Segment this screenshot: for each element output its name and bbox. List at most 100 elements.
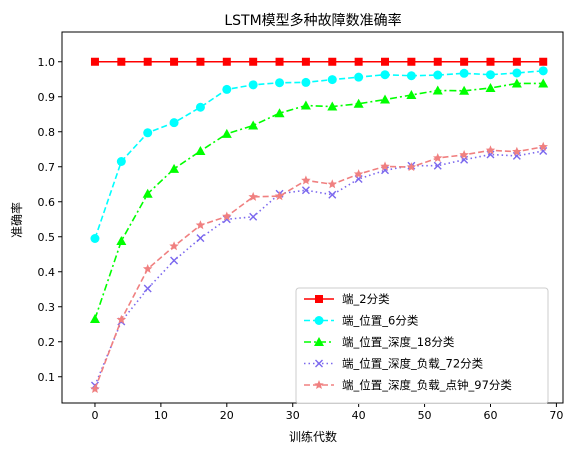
star-marker — [353, 169, 364, 179]
legend-box — [295, 287, 549, 404]
y-tick-label: 0.1 — [38, 371, 56, 384]
square-marker — [486, 57, 495, 66]
y-tick-label: 0.9 — [38, 91, 56, 104]
triangle-marker — [511, 78, 522, 88]
series-group — [89, 78, 549, 323]
star-marker — [485, 145, 496, 155]
triangle-marker — [327, 101, 338, 111]
triangle-marker — [142, 188, 153, 198]
triangle-marker — [459, 85, 470, 95]
star-marker — [169, 241, 179, 251]
x-tick-label: 60 — [483, 409, 497, 422]
triangle-marker — [538, 78, 549, 88]
x-marker — [301, 186, 310, 195]
circle-marker — [314, 316, 324, 325]
star-marker — [314, 380, 324, 390]
x-marker — [381, 166, 390, 175]
plot-area — [89, 57, 549, 394]
star-marker — [432, 153, 443, 163]
y-tick-label: 0.6 — [38, 196, 56, 209]
y-tick-label: 0.7 — [38, 161, 56, 174]
circle-marker — [354, 72, 364, 82]
triangle-marker — [116, 235, 127, 245]
circle-marker — [195, 102, 205, 112]
star-marker — [195, 220, 206, 230]
circle-marker — [275, 78, 285, 88]
triangle-marker — [406, 90, 417, 99]
x-marker — [328, 190, 337, 199]
square-marker — [301, 57, 310, 66]
square-marker — [117, 57, 126, 66]
circle-marker — [327, 75, 337, 85]
square-marker — [381, 57, 390, 66]
square-marker — [354, 57, 363, 66]
star-marker — [327, 179, 338, 189]
star-marker — [512, 146, 522, 156]
square-marker — [249, 57, 258, 66]
square-marker — [90, 57, 99, 66]
triangle-marker — [89, 314, 100, 323]
series-line — [94, 70, 544, 239]
x-axis-label: 训练代数 — [289, 429, 337, 444]
star-marker — [274, 191, 285, 201]
legend-label: 端_位置_深度_负载_点钟_97分类 — [342, 378, 512, 392]
axis-ticks: 0 10 20 30 40 50 60 70 0.1 0.2 0.3 0.4 0.5 0.6 0.7 0.8 0… — [38, 56, 564, 422]
square-marker — [275, 57, 284, 66]
square-marker — [512, 57, 521, 66]
x-tick-label: 10 — [154, 409, 168, 422]
circle-marker — [90, 234, 100, 243]
triangle-marker — [485, 83, 496, 92]
square-marker — [196, 57, 205, 66]
x-marker — [433, 161, 442, 170]
star-marker — [459, 149, 469, 159]
y-tick-label: 0.3 — [38, 301, 56, 314]
x-marker — [170, 256, 179, 265]
circle-marker — [143, 128, 153, 138]
triangle-marker — [314, 337, 324, 346]
legend: 端_2分类端_位置_6分类端_位置_深度_18分类端_位置_深度_负载_72分类… — [295, 287, 549, 404]
triangle-marker — [248, 120, 259, 130]
series-group — [90, 57, 548, 66]
square-marker — [222, 57, 231, 66]
legend-label: 端_位置_深度_负载_72分类 — [342, 357, 484, 371]
square-marker — [143, 57, 152, 66]
circle-marker — [512, 68, 522, 78]
x-marker — [143, 284, 152, 293]
star-marker — [301, 175, 311, 185]
circle-marker — [485, 70, 495, 80]
star-marker — [90, 384, 100, 394]
triangle-marker — [380, 94, 391, 104]
triangle-marker — [300, 100, 311, 110]
circle-marker — [406, 71, 416, 81]
square-marker — [328, 57, 337, 66]
legend-label: 端_位置_深度_18分类 — [342, 335, 455, 349]
square-marker — [407, 57, 416, 66]
square-marker — [460, 57, 469, 66]
triangle-marker — [432, 85, 443, 95]
circle-marker — [459, 68, 469, 78]
x-marker — [249, 212, 258, 221]
square-marker — [170, 57, 179, 66]
triangle-marker — [353, 98, 364, 108]
star-marker — [380, 161, 390, 171]
star-marker — [222, 211, 232, 221]
triangle-marker — [221, 128, 232, 138]
y-tick-label: 0.4 — [38, 266, 56, 279]
series-group — [90, 66, 548, 243]
circle-marker — [433, 70, 443, 80]
circle-marker — [222, 84, 232, 94]
star-marker — [248, 191, 258, 201]
square-marker — [433, 57, 442, 66]
square-marker — [539, 57, 548, 66]
star-marker — [116, 314, 127, 324]
y-tick-label: 0.8 — [38, 126, 56, 139]
series-group — [90, 141, 548, 394]
y-tick-label: 1.0 — [38, 56, 56, 69]
star-marker — [538, 141, 548, 151]
x-tick-label: 30 — [286, 409, 300, 422]
circle-marker — [116, 157, 126, 166]
x-marker — [196, 234, 205, 243]
series-line — [94, 82, 544, 320]
x-tick-label: 50 — [418, 409, 432, 422]
circle-marker — [538, 66, 548, 76]
